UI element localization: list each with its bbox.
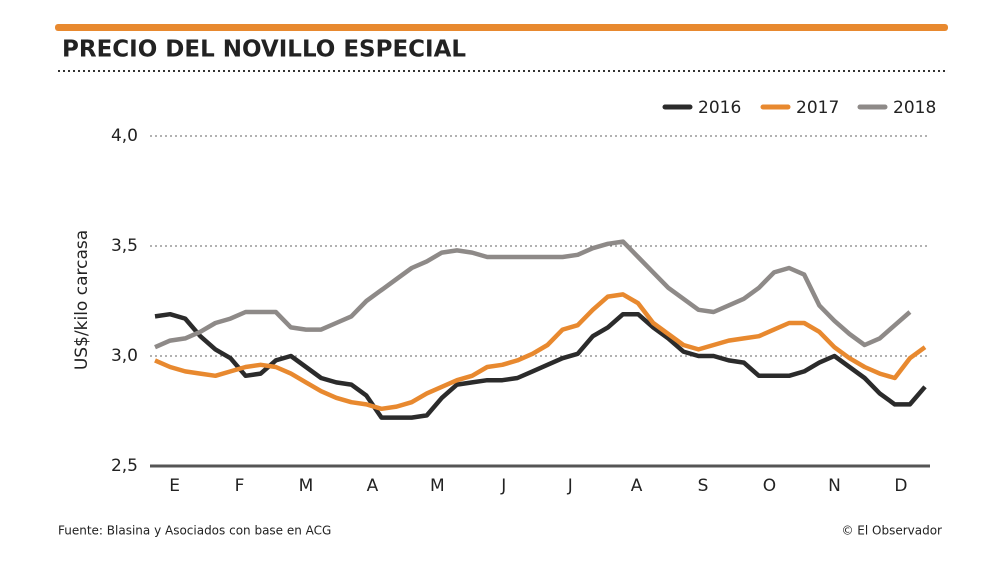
x-tick-label: M bbox=[299, 476, 314, 496]
y-axis-label: US$/kilo carcasa bbox=[72, 230, 92, 370]
x-tick-label: O bbox=[763, 476, 776, 496]
legend-label: 2018 bbox=[893, 98, 936, 118]
y-tick-label: 3,0 bbox=[111, 346, 138, 366]
y-tick-label: 3,5 bbox=[111, 236, 138, 256]
x-tick-label: J bbox=[500, 476, 506, 496]
top-bar bbox=[55, 24, 948, 31]
x-tick-label: S bbox=[698, 476, 709, 496]
x-tick-label: E bbox=[169, 476, 180, 496]
x-tick-label: M bbox=[430, 476, 445, 496]
x-tick-label: J bbox=[567, 476, 573, 496]
x-tick-label: D bbox=[894, 476, 907, 496]
x-tick-label: N bbox=[828, 476, 841, 496]
series-line bbox=[154, 311, 927, 420]
y-tick-label: 4,0 bbox=[111, 126, 138, 146]
credit: © El Observador bbox=[841, 524, 942, 538]
series-line bbox=[154, 292, 927, 412]
source: Fuente: Blasina y Asociados con base en … bbox=[58, 524, 331, 538]
x-tick-label: F bbox=[235, 476, 245, 496]
legend-label: 2016 bbox=[698, 98, 741, 118]
legend-label: 2017 bbox=[796, 98, 839, 118]
x-tick-label: A bbox=[631, 476, 643, 496]
chart-title: PRECIO DEL NOVILLO ESPECIAL bbox=[62, 37, 466, 63]
series-line bbox=[154, 239, 912, 350]
x-tick-label: A bbox=[367, 476, 379, 496]
y-tick-label: 2,5 bbox=[111, 456, 138, 476]
